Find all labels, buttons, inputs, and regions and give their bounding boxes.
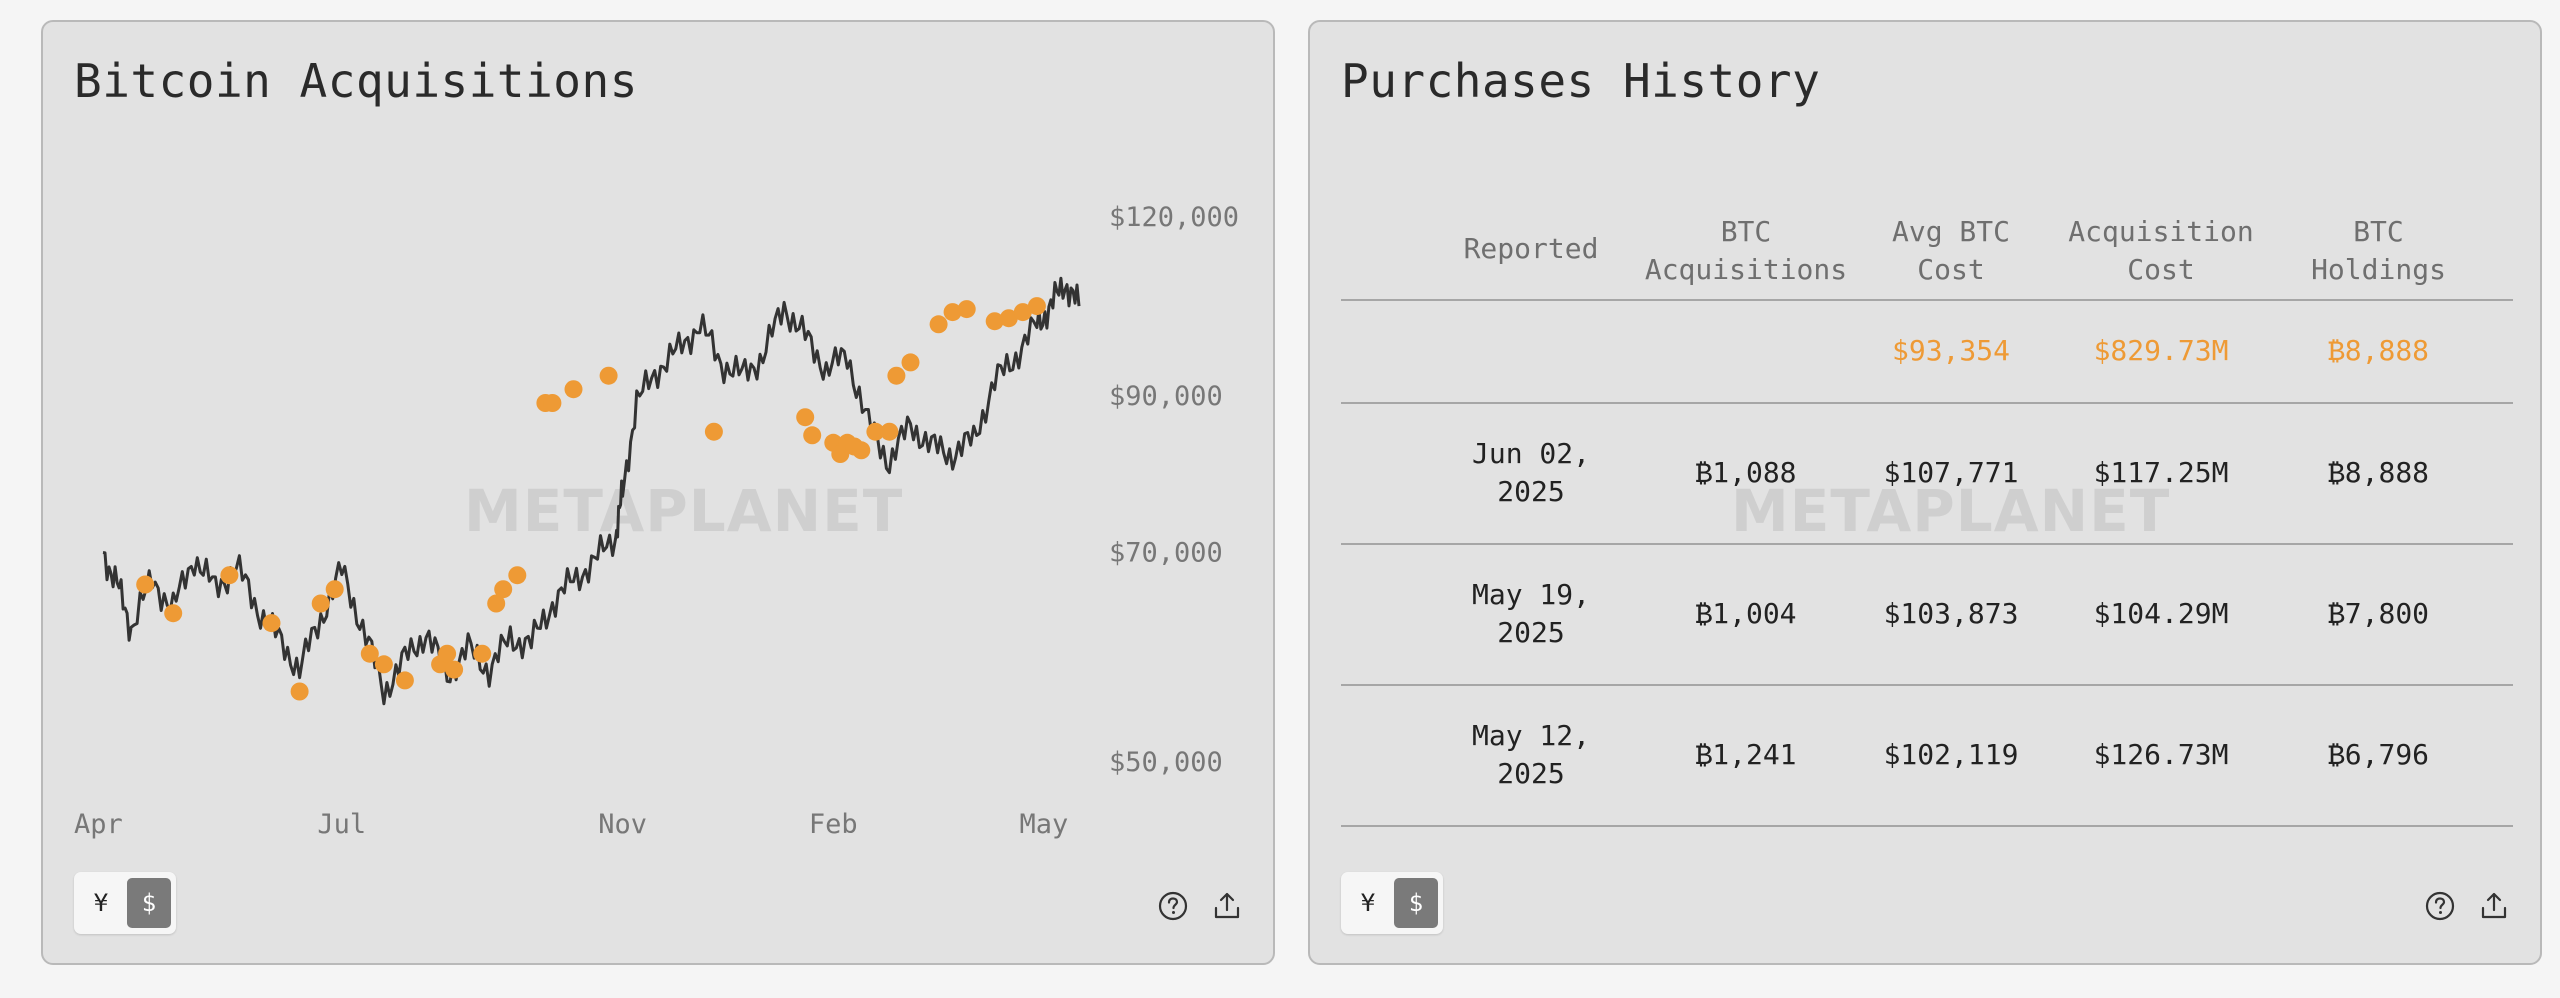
panel-title: Purchases History (1341, 54, 1821, 108)
purchase-point[interactable] (880, 422, 899, 441)
purchase-point[interactable] (999, 309, 1018, 328)
bitcoin-price-chart: $50,000 $70,000 $90,000 $120,000 Apr Jul Nov Fe… (74, 202, 1239, 840)
purchase-point[interactable] (796, 408, 815, 427)
purchase-point[interactable] (866, 422, 885, 441)
table-row: May 19, 2025 ₿1,004 $103,873 $104.29M ₿7… (1341, 545, 2513, 686)
purchase-point[interactable] (852, 441, 871, 460)
purchase-point[interactable] (1013, 303, 1032, 322)
total-acquisition-cost: $829.73M (2093, 334, 2229, 367)
total-holdings: ₿8,888 (2327, 334, 2430, 367)
purchase-point[interactable] (543, 394, 562, 412)
row-acquisition-cost: $126.73M (2093, 738, 2229, 771)
x-tick-label: Nov (598, 809, 647, 840)
purchase-point[interactable] (290, 682, 309, 701)
panel-title: Bitcoin Acquisitions (74, 54, 638, 108)
purchase-point[interactable] (311, 594, 330, 613)
row-acquisition-cost: $117.25M (2093, 456, 2229, 489)
purchase-point[interactable] (164, 604, 183, 623)
purchase-point[interactable] (445, 660, 464, 679)
x-tick-label: Feb (809, 809, 858, 840)
purchase-point[interactable] (220, 566, 239, 585)
purchase-point[interactable] (136, 575, 155, 594)
header-avg-btc-cost[interactable]: Avg BTC Cost (1891, 215, 2010, 286)
purchase-point[interactable] (957, 300, 976, 319)
help-icon[interactable] (2424, 890, 2456, 922)
row-acquisitions: ₿1,241 (1695, 738, 1797, 771)
purchase-point[interactable] (943, 303, 962, 322)
purchase-point[interactable] (564, 380, 583, 399)
x-tick-label: Apr (74, 809, 123, 840)
bitcoin-acquisitions-panel: Bitcoin Acquisitions METAPLANET $50,000 $… (41, 20, 1275, 965)
purchase-point[interactable] (360, 644, 379, 663)
currency-usd-button[interactable]: $ (127, 878, 171, 928)
header-btc-acquisitions[interactable]: BTC Acquisitions (1644, 215, 1848, 286)
purchase-point[interactable] (1027, 297, 1046, 316)
row-acquisitions: ₿1,088 (1695, 456, 1797, 489)
purchase-point[interactable] (374, 655, 393, 674)
row-date: May 12, 2025 (1471, 719, 1590, 790)
row-date: May 19, 2025 (1471, 578, 1590, 649)
header-acquisition-cost[interactable]: Acquisition Cost (2068, 215, 2254, 286)
watermark: METAPLANET (1731, 477, 2171, 545)
purchase-point[interactable] (599, 366, 618, 385)
total-avg-cost: $93,354 (1891, 334, 2010, 367)
y-tick-label: $120,000 (1109, 202, 1239, 233)
currency-yen-button[interactable]: ¥ (93, 889, 109, 917)
help-icon[interactable] (1157, 890, 1189, 922)
row-holdings: ₿7,800 (2327, 597, 2430, 630)
purchase-point[interactable] (985, 312, 1004, 331)
table-header: Reported BTC Acquisitions Avg BTC Cost A… (1341, 197, 2513, 301)
row-acquisition-cost: $104.29M (2093, 597, 2229, 630)
purchase-point[interactable] (395, 671, 414, 690)
row-holdings: ₿8,888 (2327, 456, 2430, 489)
purchases-table: Reported BTC Acquisitions Avg BTC Cost A… (1341, 197, 2513, 827)
x-tick-label: Jul (317, 809, 366, 840)
header-btc-holdings[interactable]: BTC Holdings (2311, 215, 2446, 286)
purchase-point[interactable] (487, 594, 506, 613)
currency-toggle: ¥ $ (1341, 872, 1443, 934)
watermark: METAPLANET (464, 477, 904, 545)
price-series-line (102, 276, 1081, 706)
row-avg-cost: $103,873 (1883, 597, 2019, 630)
y-tick-label: $70,000 (1109, 538, 1223, 569)
purchase-point[interactable] (887, 366, 906, 385)
purchase-point[interactable] (929, 315, 948, 334)
table-row: Jun 02, 2025 ₿1,088 $107,771 $117.25M ₿8… (1341, 404, 2513, 545)
row-avg-cost: $107,771 (1883, 456, 2019, 489)
row-holdings: ₿6,796 (2327, 738, 2430, 771)
purchase-point[interactable] (901, 353, 920, 372)
y-tick-label: $50,000 (1109, 747, 1223, 778)
share-icon[interactable] (1211, 890, 1243, 922)
currency-yen-button[interactable]: ¥ (1360, 889, 1376, 917)
row-date: Jun 02, 2025 (1471, 437, 1590, 508)
purchase-point[interactable] (508, 566, 527, 585)
table-row: May 12, 2025 ₿1,241 $102,119 $126.73M ₿6… (1341, 686, 2513, 827)
totals-row: $93,354 $829.73M ₿8,888 (1341, 301, 2513, 404)
row-acquisitions: ₿1,004 (1695, 597, 1797, 630)
y-tick-label: $90,000 (1109, 381, 1223, 412)
purchase-point[interactable] (704, 422, 723, 441)
purchase-point[interactable] (494, 580, 513, 599)
share-icon[interactable] (2478, 890, 2510, 922)
currency-toggle: ¥ $ (74, 872, 176, 934)
header-reported[interactable]: Reported (1463, 232, 1599, 265)
purchase-point[interactable] (325, 580, 344, 599)
purchases-history-panel: Purchases History METAPLANET Reported BT… (1308, 20, 2542, 965)
currency-usd-button[interactable]: $ (1394, 878, 1438, 928)
purchase-point[interactable] (473, 644, 492, 663)
x-tick-label: May (1020, 809, 1069, 840)
row-avg-cost: $102,119 (1883, 738, 2019, 771)
purchase-point[interactable] (438, 644, 457, 663)
purchase-point[interactable] (803, 426, 822, 445)
purchase-point[interactable] (262, 614, 281, 633)
